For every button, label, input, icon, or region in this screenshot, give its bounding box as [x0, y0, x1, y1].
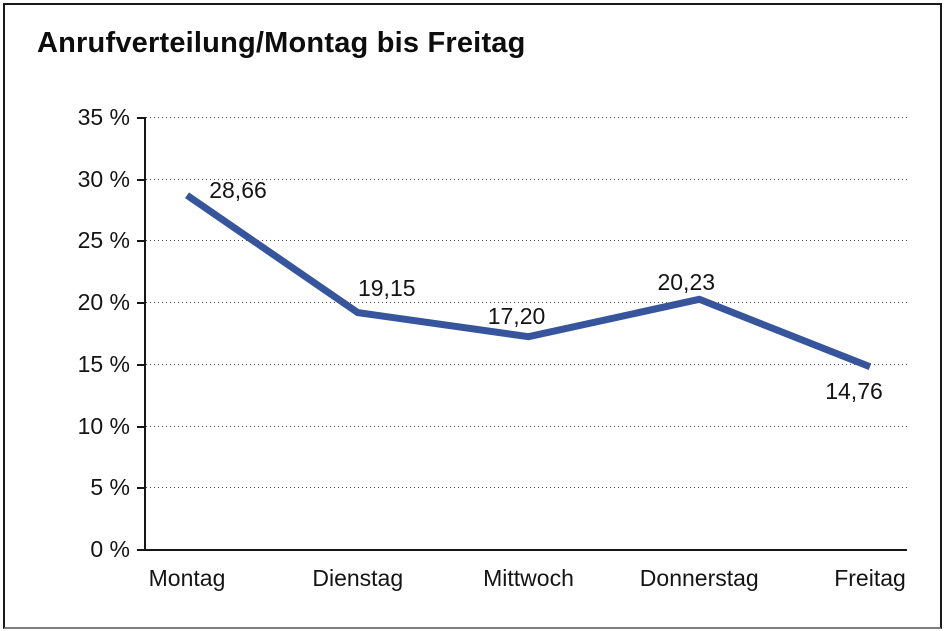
gridline-35 — [146, 117, 907, 118]
y-axis-label: 35 % — [77, 104, 130, 130]
gridline-10 — [146, 426, 907, 427]
x-axis-label-montag: Montag — [148, 565, 226, 591]
y-tick-20 — [137, 302, 145, 304]
data-line — [185, 192, 872, 371]
y-tick-25 — [137, 240, 145, 242]
y-tick-5 — [137, 487, 145, 489]
gridline-5 — [146, 487, 907, 488]
y-tick-35 — [137, 117, 145, 119]
value-label: 14,76 — [825, 377, 883, 404]
gridline-30 — [146, 179, 907, 180]
value-label: 19,15 — [357, 274, 416, 301]
y-tick-15 — [137, 364, 145, 366]
x-axis-label-freitag: Freitag — [834, 565, 906, 591]
data-line-chart — [185, 192, 872, 371]
value-label: 28,66 — [209, 177, 267, 204]
x-axis-label-dienstag: Dienstag — [312, 565, 404, 591]
value-label: 20,23 — [657, 269, 716, 296]
y-axis-label: 0 % — [90, 536, 130, 562]
y-axis-label: 20 % — [77, 289, 130, 315]
y-tick-0 — [137, 549, 145, 551]
x-axis-label-donnerstag: Donnerstag — [639, 565, 759, 591]
y-tick-10 — [137, 426, 145, 428]
value-label: 17,20 — [487, 302, 546, 329]
gridline-20 — [146, 302, 907, 303]
y-tick-30 — [137, 179, 145, 181]
gridline-15 — [146, 364, 907, 365]
y-axis-label: 10 % — [77, 413, 130, 439]
y-axis-label: 15 % — [77, 351, 130, 377]
y-axis-label: 25 % — [77, 227, 130, 253]
chart-title: Anrufverteilung/Montag bis Freitag — [37, 27, 526, 59]
plot-area — [144, 117, 907, 551]
x-axis-label-mittwoch: Mittwoch — [483, 565, 574, 591]
y-axis-label: 5 % — [90, 474, 130, 500]
gridline-25 — [146, 240, 907, 241]
y-axis-label: 30 % — [77, 166, 130, 192]
